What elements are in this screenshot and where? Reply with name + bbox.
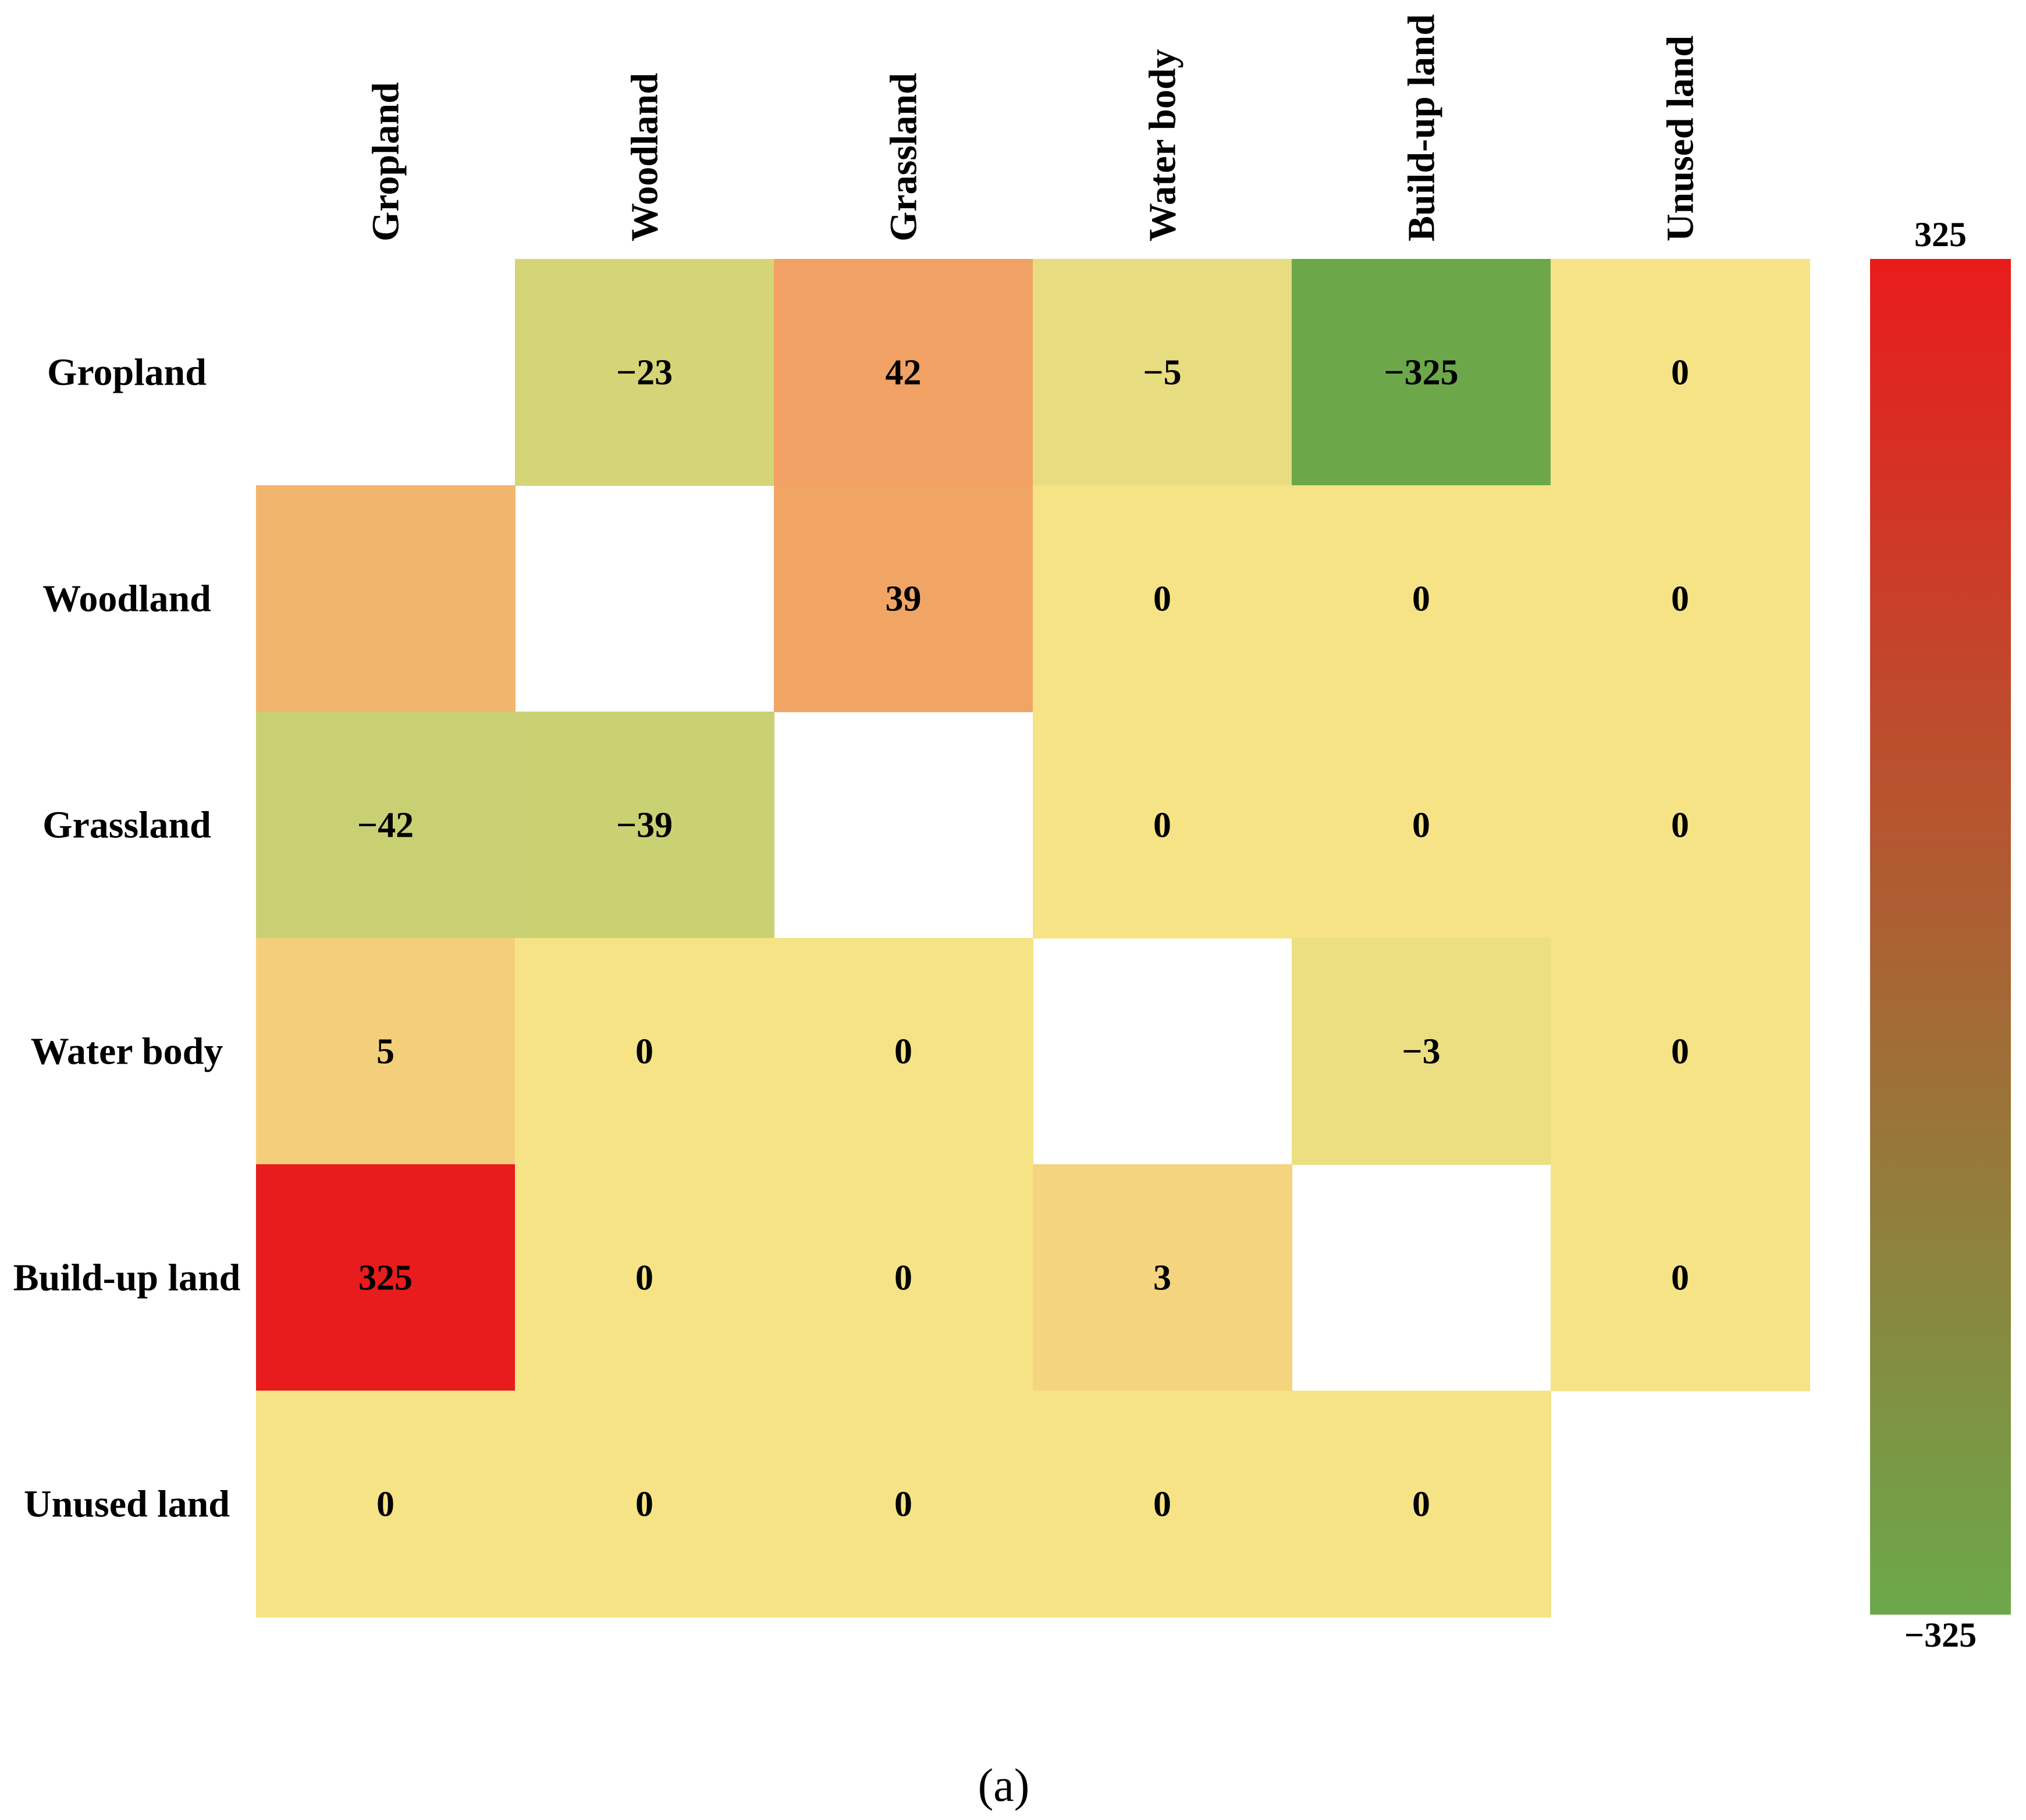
colorbar-max-label: 325 [1914,215,1967,254]
heatmap-cell-value: 0 [1153,580,1171,619]
heatmap-cell-value: 0 [1412,1485,1430,1524]
heatmap-cell [256,1391,516,1618]
heatmap-cell [515,712,774,939]
row-label: Unused land [24,1483,230,1526]
column-label: Gropland [365,82,407,241]
heatmap-cell-value: 0 [635,1259,653,1298]
heatmap-cell [1033,1391,1292,1618]
column-label: Build-up land [1401,14,1443,241]
column-label: Unused land [1659,35,1702,241]
heatmap-cell [774,1164,1033,1391]
heatmap-cells [256,259,1810,1618]
heatmap-cell [774,938,1033,1165]
heatmap-cell-value: 42 [886,353,922,393]
heatmap-cell [1551,1164,1810,1391]
row-label: Water body [31,1030,223,1073]
row-label: Gropland [47,351,207,394]
heatmap-cell-value: 5 [376,1032,394,1072]
heatmap-cell-value: 0 [894,1032,912,1072]
heatmap-cell-value: −39 [616,806,673,845]
heatmap-cell-value: 0 [1153,1485,1171,1524]
heatmap-cell-value: 39 [886,580,922,619]
heatmap-cell-value: −5 [1143,353,1181,393]
heatmap-cell-value: 0 [1412,806,1430,845]
heatmap-cell-value: 325 [358,1259,413,1298]
heatmap-cell [1292,938,1551,1165]
heatmap-cell-value: 0 [894,1259,912,1298]
heatmap-cell-value: 0 [1671,806,1689,845]
heatmap-cell-value: 0 [1153,806,1171,845]
colorbar-min-label: −325 [1904,1616,1977,1654]
heatmap-cell [1033,712,1292,939]
row-label: Build-up land [13,1257,241,1299]
heatmap-cell-value: −3 [1402,1032,1440,1072]
heatmap-cell [1033,485,1292,712]
heatmap-cell [256,712,516,939]
column-label: Woodland [624,73,666,241]
heatmap-cell-value: −325 [1384,353,1458,393]
row-labels: Gropland Woodland Grassland Water body Build… [13,351,241,1526]
heatmap-cell [1292,1391,1551,1618]
column-label: Water body [1142,49,1184,241]
heatmap-cell [515,259,774,486]
heatmap-cell-value: 0 [894,1485,912,1524]
heatmap-cell [256,938,516,1165]
heatmap-cell-value: 3 [1153,1259,1171,1298]
row-label: Grassland [42,804,211,847]
heatmap-cell [515,1391,774,1618]
heatmap-cell-value: −42 [357,806,414,845]
column-labels: Gropland Woodland Grassland Water body Build… [365,14,1702,241]
heatmap-cell [1551,938,1810,1165]
heatmap-cell [1292,485,1551,712]
heatmap-cell [515,938,774,1165]
heatmap-cell [1551,712,1810,939]
heatmap-cell-value: 0 [1412,580,1430,619]
heatmap-cell [774,1391,1033,1618]
figure-caption: (a) [978,1760,1030,1811]
heatmap-cell [1292,712,1551,939]
heatmap-cell-value: 0 [1671,353,1689,393]
heatmap-cell [1551,259,1810,486]
heatmap-cell [774,485,1033,712]
column-label: Grassland [883,73,925,241]
row-label: Woodland [42,578,211,620]
heatmap-cell-value: 0 [635,1485,653,1524]
heatmap-cell-value: 0 [1671,1032,1689,1072]
heatmap-cell [1033,1164,1292,1391]
heatmap-cell-value: 0 [1671,1259,1689,1298]
heatmap-cell-value: 0 [1671,580,1689,619]
heatmap-cell [256,485,516,712]
heatmap-cell [1033,259,1292,486]
heatmap-cell [1551,485,1810,712]
heatmap-cell [256,1164,516,1391]
heatmap-cell-value: 0 [376,1485,394,1524]
heatmap-cell [1292,259,1551,486]
colorbar [1870,259,2011,1615]
heatmap-cell [515,1164,774,1391]
heatmap-cell-labels: −23 42 −5 −325 0 39 0 0 0 −42 −39 0 0 0 5 0 0 −3 0 325 0 0 3 0 0… [357,353,1689,1524]
heatmap-cell-value: −23 [616,353,673,393]
heatmap-cell [774,259,1033,486]
heatmap-cell-value: 0 [635,1032,653,1072]
